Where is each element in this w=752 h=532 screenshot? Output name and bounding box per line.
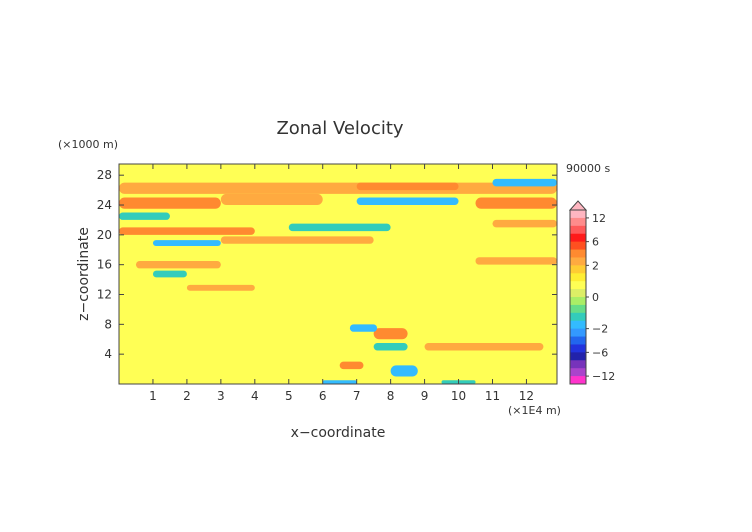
colorbar-tick-label-6: −12 xyxy=(592,370,615,383)
colorbar-swatch-6 xyxy=(570,257,586,266)
x-tick-label-12: 12 xyxy=(519,389,534,403)
colorbar-swatch-17 xyxy=(570,344,586,353)
field-feature-12 xyxy=(492,219,557,228)
colorbar-swatch-10 xyxy=(570,289,586,298)
colorbar-swatch-14 xyxy=(570,320,586,330)
field-feature-20 xyxy=(390,365,418,377)
field-feature-18 xyxy=(373,328,408,340)
x-tick-label-10: 10 xyxy=(451,389,466,403)
x-tick-label-6: 6 xyxy=(319,389,327,403)
x-tick-label-2: 2 xyxy=(183,389,191,403)
x-axis: 1 2 3 4 5 6 7 8 9 10 11 12 xyxy=(149,164,534,403)
y-axis-label: z−coordinate xyxy=(76,227,92,321)
colorbar-swatch-9 xyxy=(570,281,586,290)
colorbar-swatch-0 xyxy=(570,210,586,219)
colorbar-swatch-2 xyxy=(570,225,586,235)
colorbar-tick-label-2: 2 xyxy=(592,259,599,272)
y-tick-label-24: 24 xyxy=(97,198,112,212)
y-tick-label-28: 28 xyxy=(97,168,112,182)
chart-title: Zonal Velocity xyxy=(276,118,403,139)
colorbar-tick-label-1: 6 xyxy=(592,236,599,249)
colorbar-tick-label-4: −2 xyxy=(592,323,608,336)
field-feature-11 xyxy=(152,240,221,247)
colorbar-swatch-4 xyxy=(570,241,586,251)
field-feature-24 xyxy=(373,342,408,351)
colorbar-swatch-3 xyxy=(570,233,586,243)
colorbar: 12 6 2 0 −2 −6 −12 xyxy=(568,200,615,385)
colorbar-max-arrow xyxy=(568,200,588,211)
colorbar-swatch-20 xyxy=(570,368,586,377)
x-tick-label-1: 1 xyxy=(149,389,157,403)
field-feature-3 xyxy=(220,193,323,206)
y-tick-label-20: 20 xyxy=(97,228,112,242)
x-tick-label-4: 4 xyxy=(251,389,259,403)
field-feature-1 xyxy=(119,197,221,209)
x-tick-label-3: 3 xyxy=(217,389,225,403)
colorbar-swatch-19 xyxy=(570,360,586,369)
field-feature-22 xyxy=(322,380,357,384)
field-feature-15 xyxy=(152,270,187,278)
x-tick-label-8: 8 xyxy=(387,389,395,403)
colorbar-swatch-5 xyxy=(570,249,586,258)
y-tick-label-16: 16 xyxy=(97,258,112,272)
field-feature-7 xyxy=(119,227,255,235)
field-feature-8 xyxy=(220,236,374,244)
field-feature-4 xyxy=(356,182,459,191)
colorbar-swatch-7 xyxy=(570,265,586,274)
colorbar-swatch-16 xyxy=(570,336,586,345)
x-tick-label-5: 5 xyxy=(285,389,293,403)
colorbar-swatch-11 xyxy=(570,297,586,306)
colorbar-swatch-18 xyxy=(570,352,586,361)
field-feature-2 xyxy=(475,197,557,209)
colorbar-swatch-15 xyxy=(570,328,586,338)
x-tick-label-7: 7 xyxy=(353,389,361,403)
x-axis-label: x−coordinate xyxy=(291,425,386,441)
colorbar-swatch-13 xyxy=(570,312,586,322)
colorbar-tick-label-0: 12 xyxy=(592,212,606,225)
colorbar-swatch-21 xyxy=(570,376,586,385)
field-feature-17 xyxy=(424,342,544,351)
y-tick-label-12: 12 xyxy=(97,288,112,302)
colorbar-swatch-8 xyxy=(570,273,586,282)
y-axis: 4 8 12 16 20 24 28 xyxy=(97,168,557,361)
field-feature-16 xyxy=(186,284,255,291)
x-tick-label-9: 9 xyxy=(421,389,429,403)
colorbar-swatch-1 xyxy=(570,217,586,227)
colorbar-tick-label-3: 0 xyxy=(592,291,599,304)
heatmap-field xyxy=(118,163,558,385)
x-unit-label: (×1E4 m) xyxy=(508,404,561,417)
field-feature-5 xyxy=(119,212,170,220)
field-feature-10 xyxy=(288,223,391,232)
x-tick-label-11: 11 xyxy=(485,389,500,403)
colorbar-tick-label-5: −6 xyxy=(592,346,608,359)
field-features xyxy=(119,178,557,384)
field-feature-0 xyxy=(119,182,557,194)
field-feature-14 xyxy=(475,257,557,265)
field-feature-19 xyxy=(349,324,378,332)
field-feature-6 xyxy=(492,178,557,187)
field-feature-21 xyxy=(339,361,364,370)
time-label: 90000 s xyxy=(566,162,610,175)
field-feature-9 xyxy=(356,197,459,206)
y-tick-label-4: 4 xyxy=(104,347,112,361)
y-tick-label-8: 8 xyxy=(104,317,112,331)
y-unit-label: (×1000 m) xyxy=(58,138,118,151)
field-feature-13 xyxy=(135,260,221,269)
plot-frame xyxy=(118,163,558,385)
colorbar-swatch-12 xyxy=(570,304,586,314)
